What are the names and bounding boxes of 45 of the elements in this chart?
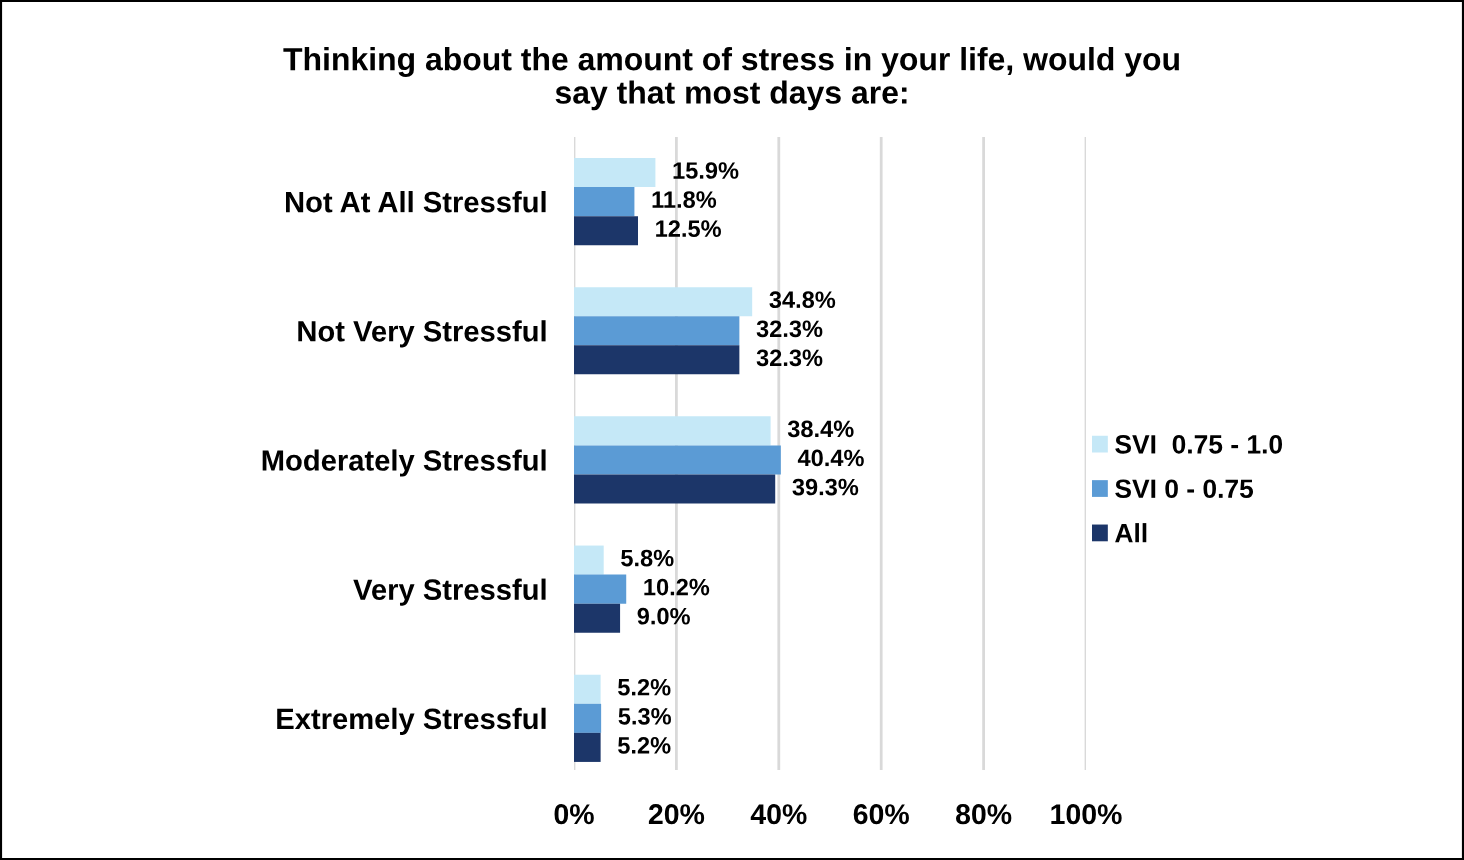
data-label: 34.8% xyxy=(769,291,836,309)
y-tick-label: Not At All Stressful xyxy=(286,191,546,213)
bar xyxy=(574,216,638,246)
bar xyxy=(574,416,771,446)
data-label: 40.4% xyxy=(797,449,864,467)
legend-label: SVI 0 - 0.75 xyxy=(1115,479,1254,499)
data-label: 10.2% xyxy=(644,578,710,596)
data-label: 5.2% xyxy=(618,678,671,696)
x-tick-label: 20% xyxy=(648,804,705,825)
bar xyxy=(574,732,601,762)
bar xyxy=(574,474,776,504)
data-label: 5.2% xyxy=(618,737,671,754)
data-label: 11.8% xyxy=(652,191,717,208)
bar xyxy=(574,603,621,633)
legend-label: All xyxy=(1115,523,1147,543)
bar xyxy=(574,545,604,575)
bar xyxy=(574,674,601,704)
x-tick-label: 100% xyxy=(1051,804,1122,825)
x-tick-label: 80% xyxy=(956,804,1012,825)
bar xyxy=(574,574,627,604)
bar xyxy=(574,187,635,217)
bar xyxy=(574,345,740,375)
data-label: 5.8% xyxy=(621,549,674,567)
data-label: 38.4% xyxy=(787,420,854,438)
data-label: 39.3% xyxy=(792,478,859,496)
bar xyxy=(574,157,656,188)
bar xyxy=(574,316,740,346)
bar xyxy=(574,703,602,733)
bar xyxy=(574,445,781,475)
legend-label: SVI 0.75 - 1.0 xyxy=(1115,435,1283,454)
y-tick-label: Not Very Stressful xyxy=(298,320,546,348)
chart-title: Thinking about the amount of stress in your life, would you say that most days are: xyxy=(283,47,1179,111)
data-label: 32.3% xyxy=(756,349,823,367)
bar xyxy=(574,287,753,317)
data-label: 12.5% xyxy=(656,220,721,237)
x-tick-label: 40% xyxy=(750,804,807,825)
x-tick-label: 60% xyxy=(853,804,909,825)
data-label: 15.9% xyxy=(673,162,739,179)
x-tick-label: 0% xyxy=(554,804,594,825)
data-label: 5.3% xyxy=(618,707,671,725)
data-label: 32.3% xyxy=(756,320,823,338)
y-tick-label: Very Stressful xyxy=(353,578,546,606)
y-tick-label: Moderately Stressful xyxy=(262,449,546,477)
data-label: 9.0% xyxy=(637,607,690,625)
y-tick-label: Extremely Stressful xyxy=(277,707,546,735)
